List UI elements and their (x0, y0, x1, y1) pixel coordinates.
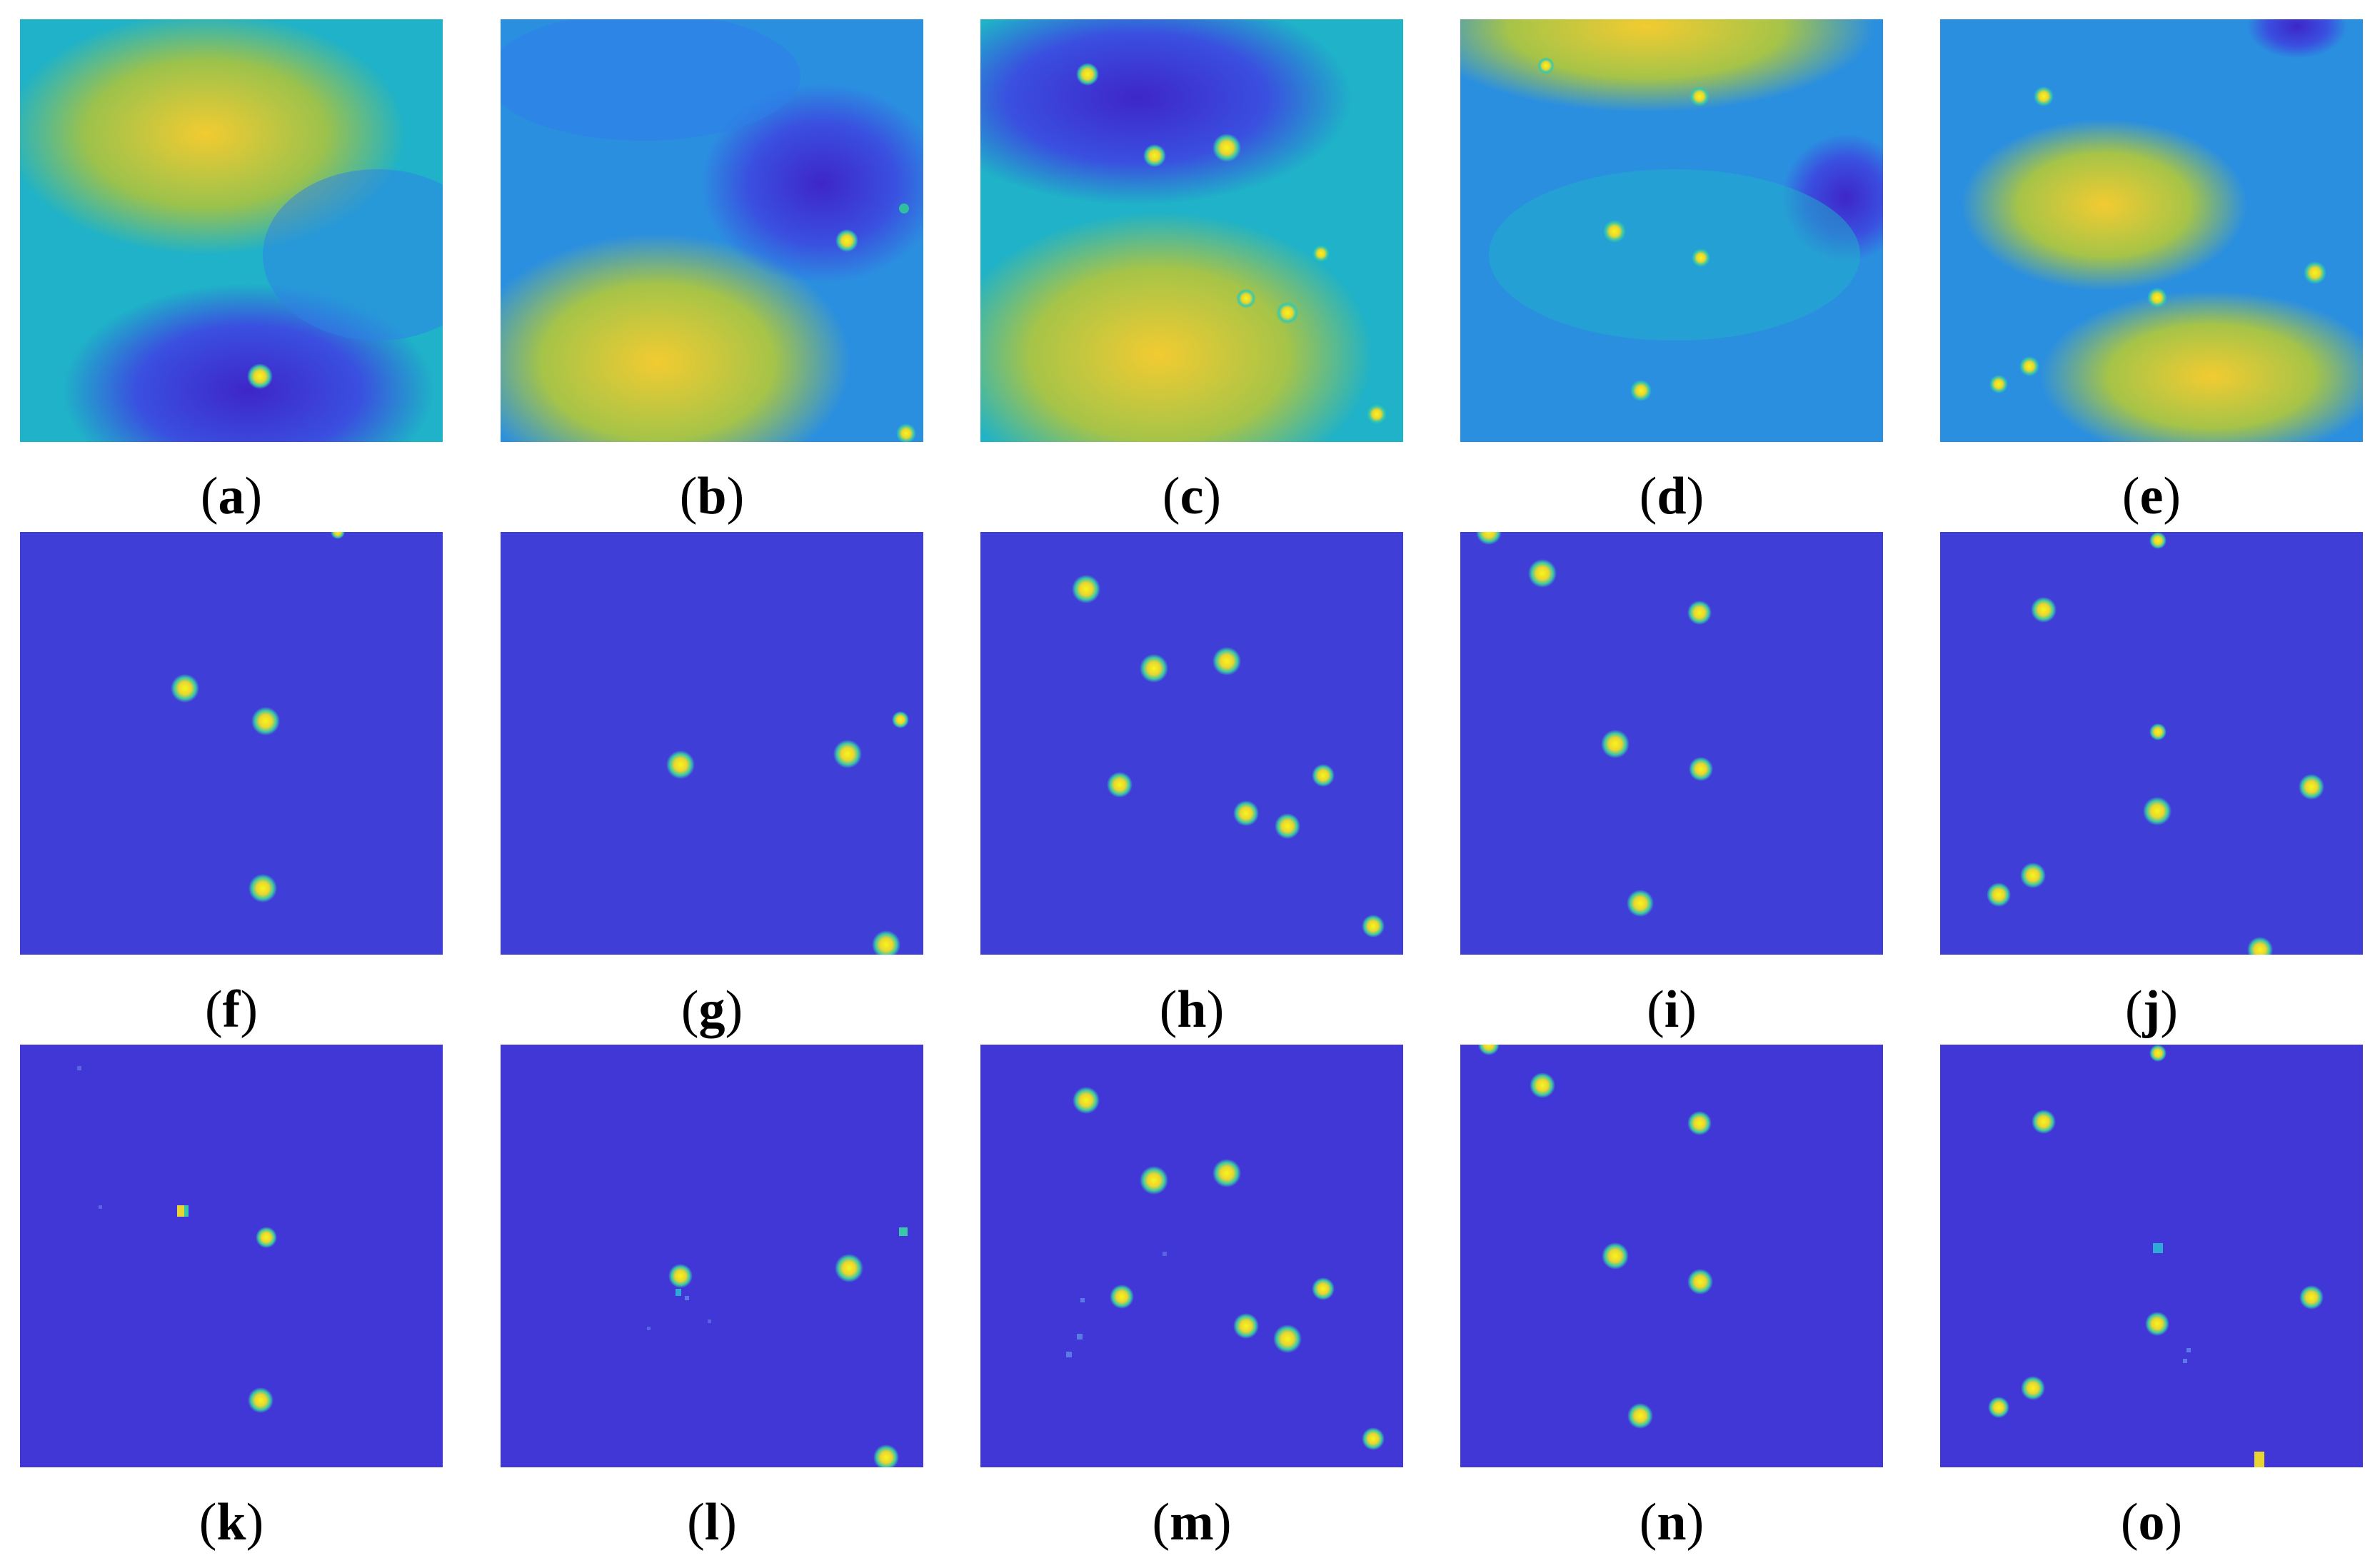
panel-h-image (980, 532, 1403, 955)
reconstruction-image (1460, 1045, 1883, 1467)
reconstruction-image (20, 1045, 443, 1467)
panel-l-image (501, 1045, 923, 1467)
caption-b: (b) (679, 467, 745, 526)
spot-image (501, 532, 923, 955)
caption-a: (a) (200, 467, 263, 526)
panel-f-image (20, 532, 443, 955)
panel-k-image (20, 1045, 443, 1467)
caption-i: (i) (1647, 980, 1697, 1039)
panel-g-image (501, 532, 923, 955)
heatmap-image (1460, 19, 1883, 442)
reconstruction-image (1940, 1045, 2363, 1467)
heatmap-image (501, 19, 923, 442)
spot-image (1940, 532, 2363, 955)
caption-m: (m) (1152, 1493, 1232, 1552)
caption-o: (o) (2120, 1493, 2183, 1552)
reconstruction-image (501, 1045, 923, 1467)
panel-m-image (980, 1045, 1403, 1467)
panel-j-image (1940, 532, 2363, 955)
panel-o-image (1940, 1045, 2363, 1467)
heatmap-image (20, 19, 443, 442)
caption-k: (k) (199, 1493, 264, 1552)
spot-image (980, 532, 1403, 955)
caption-d: (d) (1639, 467, 1704, 526)
panel-c-image (980, 19, 1403, 442)
caption-c: (c) (1162, 467, 1222, 526)
spot-image (20, 532, 443, 955)
caption-g: (g) (681, 980, 743, 1039)
reconstruction-image (980, 1045, 1403, 1467)
caption-n: (n) (1639, 1493, 1704, 1552)
heatmap-image (1940, 19, 2363, 442)
panel-n-image (1460, 1045, 1883, 1467)
spot-image (1460, 532, 1883, 955)
caption-l: (l) (687, 1493, 737, 1552)
panel-d-image (1460, 19, 1883, 442)
heatmap-image (980, 19, 1403, 442)
panel-i-image (1460, 532, 1883, 955)
panel-e-image (1940, 19, 2363, 442)
caption-f: (f) (205, 980, 258, 1039)
caption-j: (j) (2125, 980, 2178, 1039)
caption-h: (h) (1159, 980, 1225, 1039)
panel-a-image (20, 19, 443, 442)
caption-e: (e) (2122, 467, 2181, 526)
panel-b-image (501, 19, 923, 442)
